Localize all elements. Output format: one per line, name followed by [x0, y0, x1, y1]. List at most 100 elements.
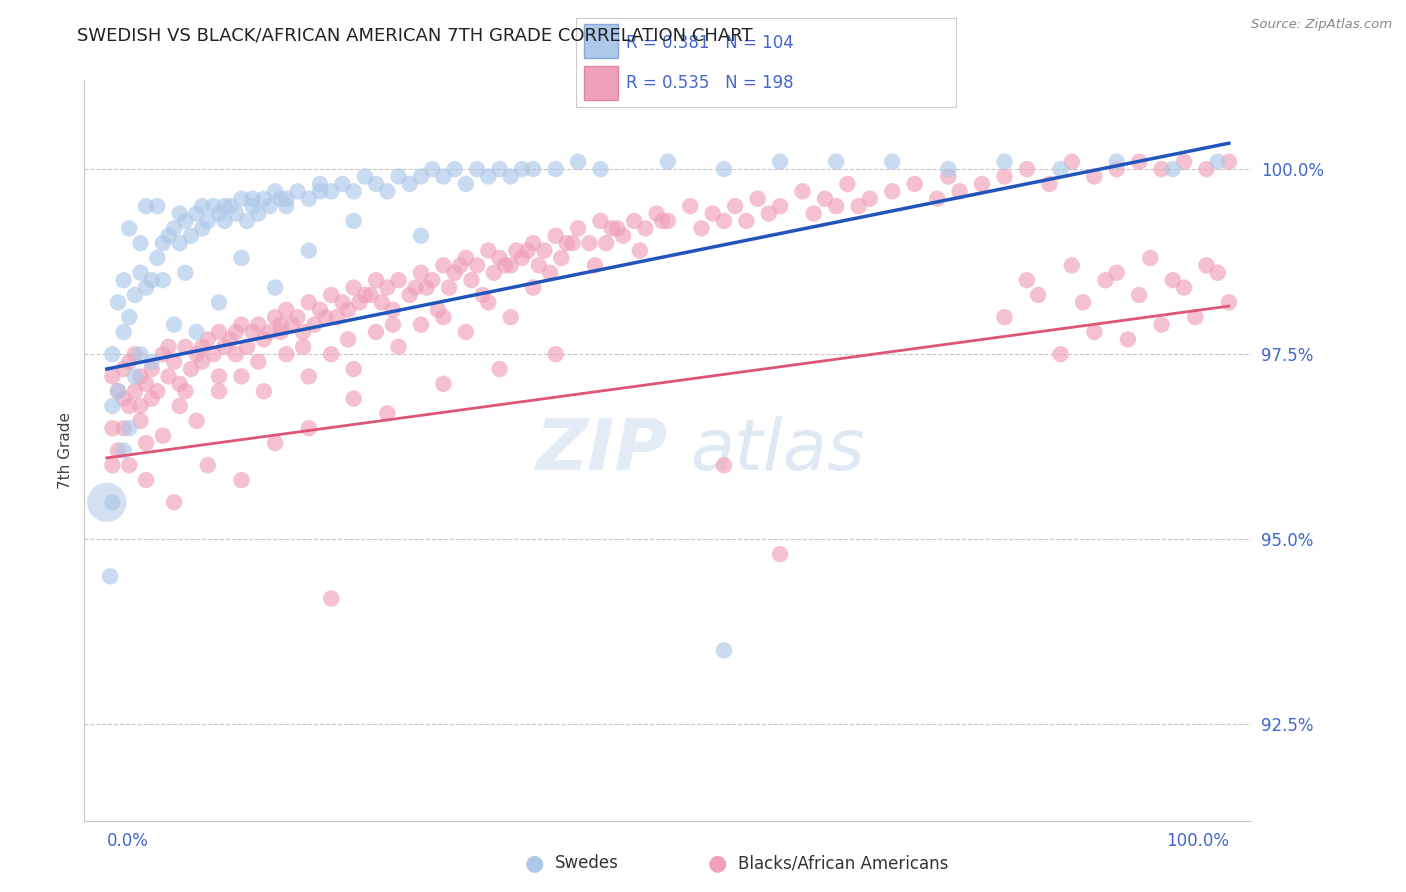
Point — [118, 421, 141, 435]
Point — [993, 310, 1015, 325]
Point — [101, 458, 124, 473]
Point — [1094, 273, 1116, 287]
Point — [375, 407, 398, 421]
Point — [420, 273, 443, 287]
Point — [375, 185, 398, 199]
Point — [645, 206, 668, 220]
Point — [443, 266, 465, 280]
Point — [623, 214, 645, 228]
Point — [381, 318, 404, 332]
Point — [1015, 273, 1038, 287]
Text: 100.0%: 100.0% — [1166, 831, 1229, 850]
Point — [477, 169, 499, 184]
Point — [713, 162, 735, 177]
Point — [169, 236, 191, 251]
Point — [214, 199, 236, 213]
Point — [107, 295, 129, 310]
Text: Blacks/African Americans: Blacks/African Americans — [738, 855, 949, 872]
Point — [298, 244, 321, 258]
Point — [769, 199, 792, 213]
Point — [264, 310, 287, 325]
Point — [321, 288, 343, 302]
Point — [354, 288, 377, 302]
Point — [538, 266, 561, 280]
Point — [236, 214, 259, 228]
Point — [112, 421, 135, 435]
Point — [174, 266, 197, 280]
Point — [141, 362, 163, 376]
Point — [882, 185, 904, 199]
Point — [281, 318, 304, 332]
Point — [270, 318, 292, 332]
Text: ●: ● — [524, 854, 544, 873]
Text: Source: ZipAtlas.com: Source: ZipAtlas.com — [1251, 18, 1392, 31]
Point — [993, 169, 1015, 184]
Point — [1184, 310, 1206, 325]
Point — [231, 473, 253, 487]
Point — [533, 244, 555, 258]
Point — [169, 399, 191, 413]
Point — [1206, 266, 1229, 280]
Point — [366, 273, 388, 287]
Point — [107, 384, 129, 399]
Point — [354, 169, 377, 184]
Point — [135, 473, 157, 487]
Point — [1083, 169, 1105, 184]
Point — [494, 259, 516, 273]
Point — [769, 547, 792, 561]
Point — [437, 280, 460, 294]
Point — [332, 295, 354, 310]
Point — [191, 354, 214, 368]
Point — [1105, 266, 1128, 280]
Point — [163, 221, 186, 235]
Point — [366, 325, 388, 339]
Point — [298, 192, 321, 206]
Point — [837, 177, 859, 191]
Point — [118, 458, 141, 473]
Point — [1060, 259, 1083, 273]
Point — [197, 333, 219, 347]
Point — [208, 206, 231, 220]
Point — [186, 206, 208, 220]
Point — [420, 162, 443, 177]
Point — [1105, 154, 1128, 169]
Point — [129, 236, 152, 251]
Point — [202, 199, 225, 213]
Point — [1173, 280, 1195, 294]
Point — [197, 214, 219, 228]
Point — [443, 162, 465, 177]
Point — [477, 244, 499, 258]
Point — [157, 228, 180, 243]
Point — [163, 318, 186, 332]
Point — [454, 251, 477, 265]
Point — [231, 192, 253, 206]
Point — [152, 236, 174, 251]
Bar — [583, 24, 619, 58]
Point — [499, 169, 522, 184]
Point — [360, 288, 382, 302]
Point — [112, 273, 135, 287]
Point — [544, 347, 567, 361]
Point — [449, 259, 471, 273]
Point — [1083, 325, 1105, 339]
Point — [219, 199, 242, 213]
Point — [202, 347, 225, 361]
Point — [247, 206, 270, 220]
Point — [949, 185, 972, 199]
Point — [236, 340, 259, 354]
Point — [343, 392, 366, 406]
Point — [970, 177, 993, 191]
Point — [814, 192, 837, 206]
Point — [366, 177, 388, 191]
Point — [544, 228, 567, 243]
Point — [567, 154, 589, 169]
Point — [292, 340, 315, 354]
Point — [409, 169, 432, 184]
Point — [1038, 177, 1060, 191]
Point — [186, 414, 208, 428]
Point — [259, 199, 281, 213]
Point — [657, 154, 679, 169]
Point — [510, 251, 533, 265]
Point — [259, 325, 281, 339]
Point — [112, 443, 135, 458]
